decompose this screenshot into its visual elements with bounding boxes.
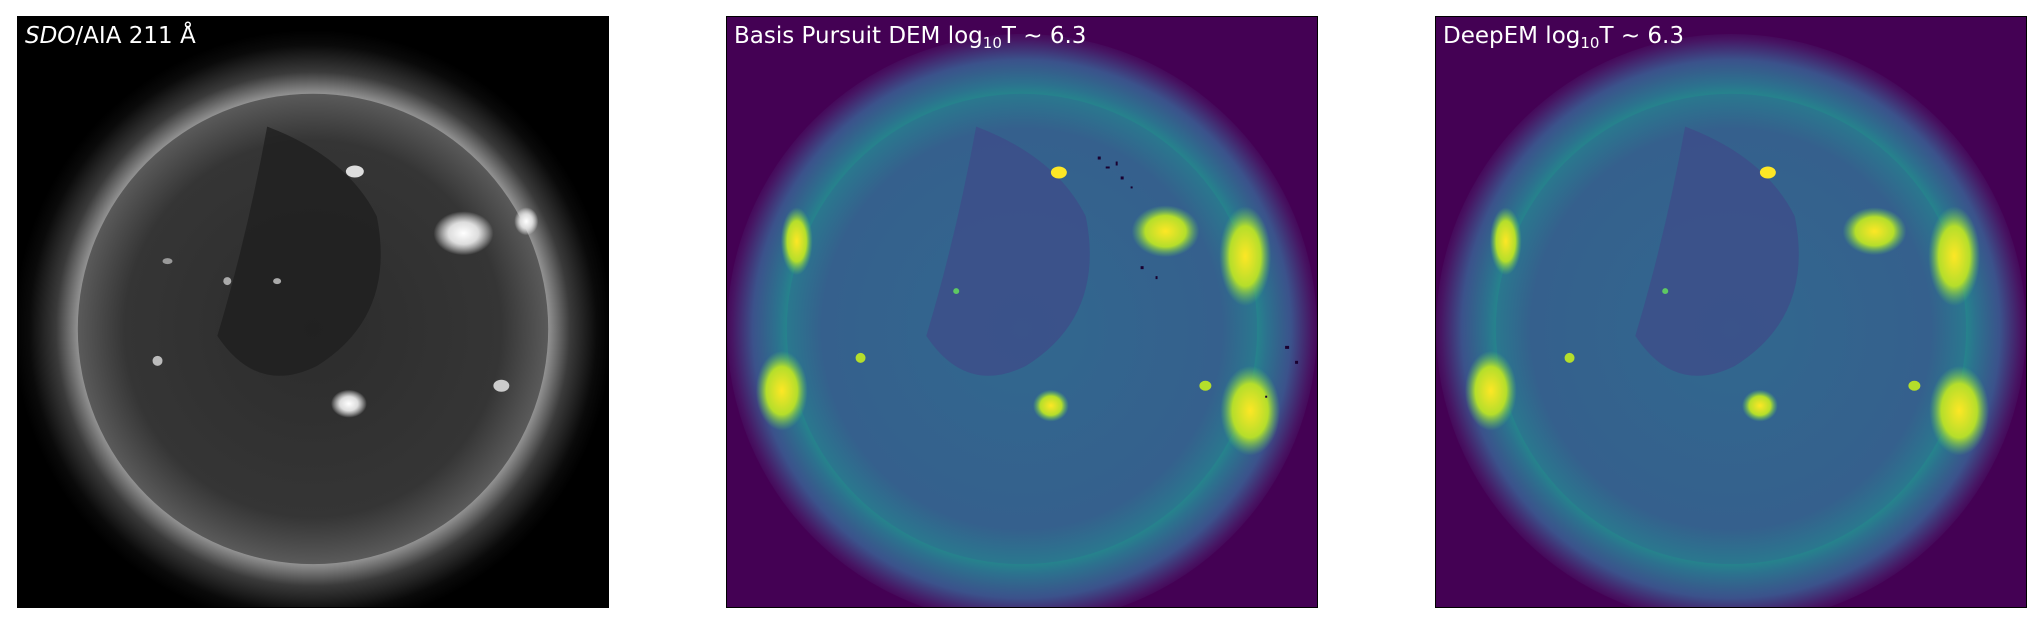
bp-panel-title: Basis Pursuit DEM log10T ~ 6.3 [734, 23, 1087, 52]
bp-active-region-ne [1131, 205, 1200, 258]
deepem-active-region-s [1741, 389, 1778, 422]
aia-211-panel: SDO/AIA 211 Å [17, 16, 609, 608]
bp-active-region-s [1032, 389, 1069, 422]
aia-panel-title: SDO/AIA 211 Å [25, 23, 196, 49]
deepem-active-region-ne [1842, 207, 1907, 256]
bp-sun-image [727, 17, 1317, 607]
aia-sun-image [18, 17, 608, 607]
deepem-panel-title: DeepEM log10T ~ 6.3 [1443, 23, 1684, 52]
deepem-panel: DeepEM log10T ~ 6.3 [1435, 16, 2027, 608]
deepem-sun-image [1436, 17, 2026, 607]
basis-pursuit-dem-panel: Basis Pursuit DEM log10T ~ 6.3 [726, 16, 1318, 608]
aia-active-region-ne [433, 211, 494, 256]
aia-active-region-s [330, 389, 367, 418]
